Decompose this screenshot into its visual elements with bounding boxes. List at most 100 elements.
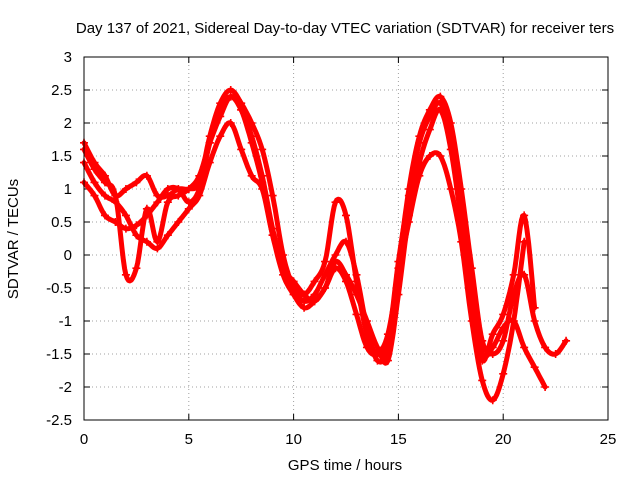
data-point [268,231,277,240]
data-point [247,138,256,147]
data-point [216,132,225,141]
data-point [142,171,151,180]
data-point [446,145,455,154]
data-point [530,317,539,325]
data-point [195,191,204,200]
data-point [142,204,151,213]
data-point [247,171,256,180]
data-point [205,138,214,147]
data-point [90,191,99,200]
data-point [321,284,330,292]
data-point [100,191,109,200]
data-point [153,237,162,246]
data-point [289,290,298,299]
y-tick-label: 2 [64,115,72,132]
data-point [331,198,340,207]
data-point [174,191,183,200]
y-tick-label: 1 [64,181,72,198]
data-point [184,185,193,193]
data-point [132,231,141,240]
y-axis-label: SDTVAR / TECUs [5,179,22,299]
data-point [258,145,267,154]
data-point [111,191,120,200]
data-point [478,356,487,365]
data-point [509,317,518,325]
x-tick-label: 5 [185,431,193,448]
y-tick-label: -1.5 [46,346,72,363]
data-point [541,343,550,352]
data-point [436,105,445,114]
data-point [499,336,508,345]
data-point [415,138,424,147]
x-tick-label: 0 [80,431,88,448]
data-point [446,185,455,193]
data-point [530,303,539,312]
data-point [163,198,172,207]
data-point [551,350,560,358]
data-point [415,158,424,167]
data-point [132,178,141,187]
x-tick-label: 20 [495,431,512,448]
data-point [467,303,476,312]
y-tick-label: -0.5 [46,280,72,297]
data-point [226,92,235,101]
data-point [457,218,466,226]
data-point [499,310,508,319]
data-point [132,264,141,273]
data-point [362,343,371,352]
data-point [530,363,539,372]
data-point [562,336,571,345]
y-tick-label: 0.5 [51,214,72,231]
y-tick-label: -2 [59,379,72,396]
data-point [499,369,508,378]
series-band [81,94,538,366]
data-point [352,310,361,319]
data-point [100,178,109,187]
data-point [352,290,361,299]
data-point [121,211,130,220]
data-point [499,323,508,332]
data-point [373,343,382,352]
data-point [362,317,371,325]
data-point [237,145,246,154]
data-point [509,270,518,279]
data-point [153,198,162,207]
data-point [100,211,109,220]
data-point [174,218,183,226]
data-point [342,270,350,279]
data-point [121,270,130,279]
y-tick-label: 0 [64,247,72,264]
data-point [90,165,99,174]
data-point [541,383,550,391]
data-point [331,257,340,266]
data-point [142,237,151,246]
y-tick-label: -1 [59,313,72,330]
data-point [342,211,350,220]
data-point [121,185,130,193]
plot-area [80,86,571,405]
data-point [394,290,403,299]
data-point [289,277,298,286]
data-point [300,303,309,312]
data-point [300,290,309,299]
x-tick-label: 10 [285,431,302,448]
data-point [321,257,330,266]
data-point [488,396,497,405]
x-axis-label: GPS time / hours [288,457,402,474]
data-point [279,270,288,279]
data-point [310,297,319,306]
series-track-3 [80,119,529,405]
data-point [258,178,267,187]
y-tick-label: -2.5 [46,412,72,429]
data-point [425,125,434,134]
y-tick-label: 3 [64,49,72,66]
data-point [520,211,529,220]
data-point [90,178,99,187]
data-point [205,158,214,167]
data-point [268,191,277,200]
data-point [404,211,413,220]
y-tick-label: 1.5 [51,148,72,165]
chart-title: Day 137 of 2021, Sidereal Day-to-day VTE… [76,20,614,37]
x-tick-label: 15 [390,431,407,448]
